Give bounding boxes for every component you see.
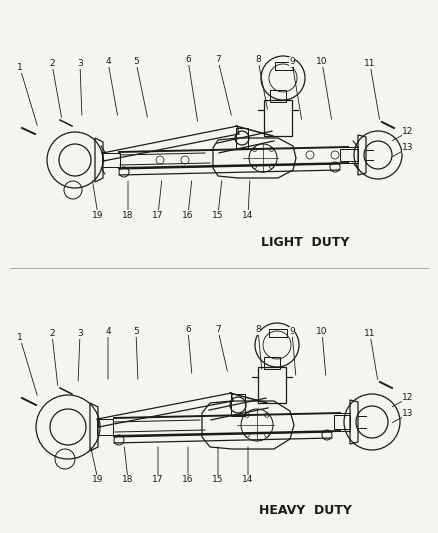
Bar xyxy=(264,100,292,136)
Text: HEAVY  DUTY: HEAVY DUTY xyxy=(258,504,351,516)
Text: 15: 15 xyxy=(212,475,224,484)
Text: 7: 7 xyxy=(215,326,221,335)
Bar xyxy=(270,90,286,102)
Text: 17: 17 xyxy=(152,475,164,484)
Text: 18: 18 xyxy=(122,211,134,220)
Text: 3: 3 xyxy=(77,329,83,338)
Text: 12: 12 xyxy=(403,393,413,402)
Text: 13: 13 xyxy=(402,409,414,418)
Text: 14: 14 xyxy=(242,211,254,220)
Text: 19: 19 xyxy=(92,211,104,220)
Text: 10: 10 xyxy=(316,58,328,67)
Text: 5: 5 xyxy=(133,58,139,67)
Text: 9: 9 xyxy=(289,58,295,67)
Bar xyxy=(236,128,248,148)
Text: 19: 19 xyxy=(92,475,104,484)
Text: 8: 8 xyxy=(255,55,261,64)
Text: 12: 12 xyxy=(403,127,413,136)
Text: 6: 6 xyxy=(185,326,191,335)
Text: 8: 8 xyxy=(255,326,261,335)
Bar xyxy=(97,419,113,435)
Text: 3: 3 xyxy=(77,60,83,69)
Text: 2: 2 xyxy=(49,329,55,338)
Bar xyxy=(334,415,350,429)
Bar xyxy=(231,394,245,416)
Text: 10: 10 xyxy=(316,327,328,336)
Text: 11: 11 xyxy=(364,60,376,69)
Bar xyxy=(275,62,293,70)
Text: 2: 2 xyxy=(49,60,55,69)
Bar xyxy=(340,149,358,161)
Text: 13: 13 xyxy=(402,143,414,152)
Text: 1: 1 xyxy=(17,63,23,72)
Text: 1: 1 xyxy=(17,334,23,343)
Text: 18: 18 xyxy=(122,475,134,484)
Text: 4: 4 xyxy=(105,327,111,336)
Text: 6: 6 xyxy=(185,55,191,64)
Text: 9: 9 xyxy=(289,327,295,336)
Bar xyxy=(264,357,280,369)
Bar xyxy=(269,329,287,337)
Text: LIGHT  DUTY: LIGHT DUTY xyxy=(261,236,349,248)
Text: 14: 14 xyxy=(242,475,254,484)
Bar xyxy=(258,367,286,403)
Text: 15: 15 xyxy=(212,211,224,220)
Text: 7: 7 xyxy=(215,55,221,64)
Text: 4: 4 xyxy=(105,58,111,67)
Text: 11: 11 xyxy=(364,329,376,338)
Text: 5: 5 xyxy=(133,327,139,336)
Text: 16: 16 xyxy=(182,475,194,484)
Bar xyxy=(102,153,120,167)
Text: 17: 17 xyxy=(152,211,164,220)
Text: 16: 16 xyxy=(182,211,194,220)
